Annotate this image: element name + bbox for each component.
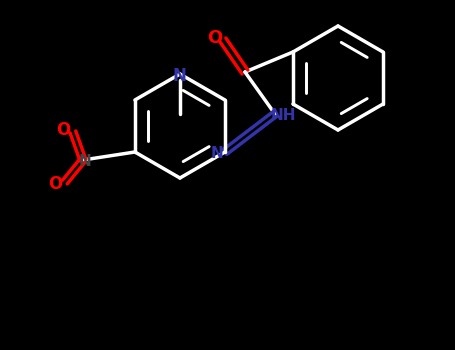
Text: O: O — [48, 175, 62, 193]
Text: N: N — [173, 67, 187, 85]
Text: O: O — [207, 29, 222, 47]
Text: N: N — [211, 147, 223, 161]
Text: N: N — [79, 154, 91, 169]
Text: O: O — [56, 121, 70, 139]
Text: NH: NH — [270, 108, 296, 124]
